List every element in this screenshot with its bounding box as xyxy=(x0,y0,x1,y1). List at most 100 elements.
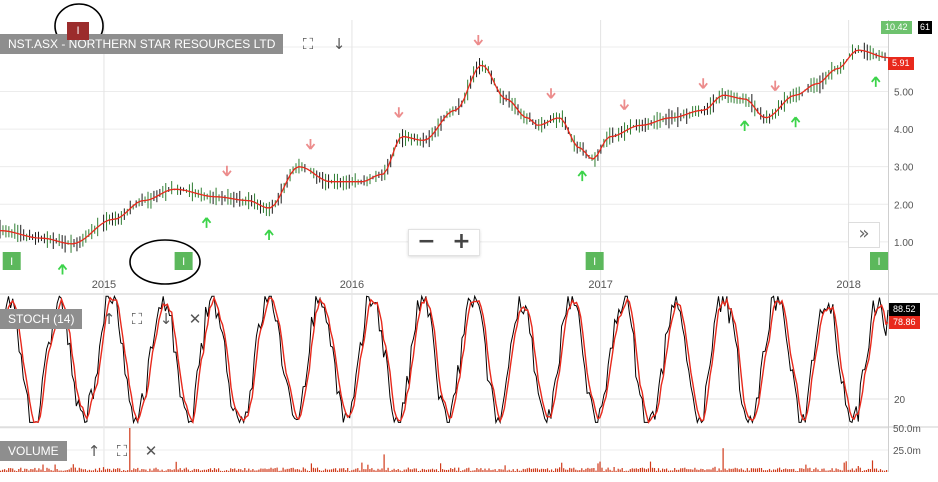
volume-bar xyxy=(90,470,92,472)
volume-bar xyxy=(524,469,526,472)
buy-signal-arrow-icon xyxy=(577,170,587,182)
close-icon[interactable]: ✕ xyxy=(144,442,158,460)
volume-bar xyxy=(819,471,821,472)
volume-bar xyxy=(809,467,811,472)
scroll-forward-button[interactable]: » xyxy=(848,222,880,248)
sell-signal-arrow-icon xyxy=(305,139,316,150)
volume-bar xyxy=(314,468,316,472)
y-tick-label: 3.00 xyxy=(894,163,914,174)
volume-bar xyxy=(310,463,312,472)
axes: 1.00 2.00 3.00 4.00 5.00 2015 2016 2017 2018 20 50… xyxy=(92,87,921,457)
volume-bar xyxy=(12,468,14,472)
volume-bar xyxy=(353,469,355,472)
volume-bar xyxy=(357,468,359,472)
volume-bar xyxy=(867,468,869,472)
volume-bar xyxy=(337,470,339,472)
volume-bar xyxy=(44,471,46,472)
volume-bar xyxy=(383,454,385,472)
volume-bar xyxy=(597,463,599,472)
sell-signal-arrow-icon xyxy=(473,34,484,46)
volume-bar xyxy=(228,470,230,472)
volume-bar xyxy=(607,467,609,472)
move-up-icon[interactable]: ↑ xyxy=(87,442,101,460)
volume-bar xyxy=(341,468,343,472)
volume-bar xyxy=(359,470,361,472)
volume-bar xyxy=(153,468,155,472)
volume-bar xyxy=(173,469,175,472)
volume-bar xyxy=(789,469,791,472)
volume-bar xyxy=(34,467,36,472)
volume-bar xyxy=(472,470,474,472)
sell-signal-arrow-icon xyxy=(546,88,556,99)
move-down-icon[interactable]: ↓ xyxy=(332,35,346,53)
volume-bar xyxy=(379,469,381,472)
marker-I-dark[interactable]: I xyxy=(67,22,89,40)
volume-bar xyxy=(760,468,763,472)
expand-icon[interactable]: ⛶ xyxy=(302,35,314,53)
volume-bar xyxy=(783,469,785,472)
volume-bar xyxy=(508,469,510,472)
volume-bar xyxy=(716,470,718,472)
volume-bar xyxy=(841,470,843,472)
volume-bar xyxy=(296,469,298,472)
volume-bar xyxy=(141,469,143,472)
sell-signal-arrow-icon xyxy=(770,80,780,92)
volume-bar xyxy=(589,468,591,472)
zoom-in-button[interactable]: + xyxy=(452,229,471,254)
stoch-panel-title[interactable]: STOCH (14) xyxy=(0,309,83,329)
volume-bar xyxy=(222,471,224,472)
volume-bar xyxy=(785,468,787,472)
move-down-icon[interactable]: ↓ xyxy=(159,310,173,328)
move-up-icon[interactable]: ↑ xyxy=(102,310,116,328)
volume-bar xyxy=(197,469,199,472)
volume-bar xyxy=(649,461,652,472)
volume-bar xyxy=(478,469,480,472)
volume-bar xyxy=(266,469,268,472)
volume-bar xyxy=(738,469,740,472)
volume-bar xyxy=(127,470,129,472)
volume-bar xyxy=(591,468,593,472)
volume-bar xyxy=(276,467,278,472)
volume-bar xyxy=(613,467,615,472)
stoch-k-tag: 88.52 xyxy=(889,303,920,316)
volume-bar xyxy=(427,469,430,472)
volume-bar xyxy=(102,467,105,472)
volume-bar xyxy=(506,470,508,472)
volume-bar xyxy=(793,468,795,472)
volume-bar xyxy=(32,469,34,472)
volume-bar xyxy=(881,470,884,472)
volume-bar xyxy=(405,469,407,472)
volume-bar xyxy=(440,463,442,472)
volume-bar xyxy=(345,470,347,472)
expand-icon[interactable]: ⛶ xyxy=(116,442,128,460)
volume-bar xyxy=(470,470,472,472)
volume-bar xyxy=(145,469,147,472)
volume-bar xyxy=(187,469,189,472)
volume-bar xyxy=(318,470,321,472)
volume-bar xyxy=(807,468,809,472)
close-price-tag: 5.91 xyxy=(888,57,914,70)
volume-bar xyxy=(361,462,363,472)
volume-bar xyxy=(510,470,512,472)
expand-icon[interactable]: ⛶ xyxy=(131,310,143,328)
volume-bar xyxy=(577,470,579,472)
volume-bar xyxy=(678,469,680,472)
main-panel-title[interactable]: NST.ASX - NORTHERN STAR RESOURCES LTD xyxy=(0,34,284,54)
volume-bar xyxy=(2,469,4,472)
volume-bar xyxy=(752,468,754,472)
volume-bar xyxy=(857,466,859,472)
volume-bar xyxy=(40,469,42,472)
volume-bar xyxy=(579,470,581,472)
volume-panel-title[interactable]: VOLUME xyxy=(0,441,67,461)
volume-bar xyxy=(799,468,801,472)
zoom-out-button[interactable]: − xyxy=(417,229,436,254)
volume-bar xyxy=(668,470,670,472)
volume-bar xyxy=(702,469,704,472)
volume-bar xyxy=(131,470,133,472)
volume-bar xyxy=(203,469,205,472)
close-icon[interactable]: ✕ xyxy=(188,310,202,328)
volume-bar xyxy=(183,468,185,472)
volume-bar xyxy=(425,469,427,472)
volume-bar xyxy=(80,468,82,472)
volume-bar xyxy=(756,468,758,472)
